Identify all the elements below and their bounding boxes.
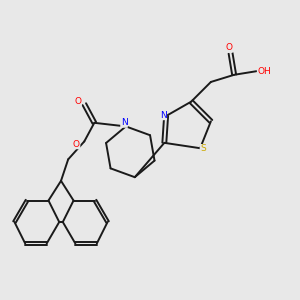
Text: O: O (225, 44, 232, 52)
Text: N: N (121, 118, 128, 127)
Text: OH: OH (257, 67, 271, 76)
Text: O: O (74, 97, 81, 106)
Text: O: O (73, 140, 80, 149)
Text: N: N (160, 111, 166, 120)
Text: S: S (200, 144, 206, 153)
